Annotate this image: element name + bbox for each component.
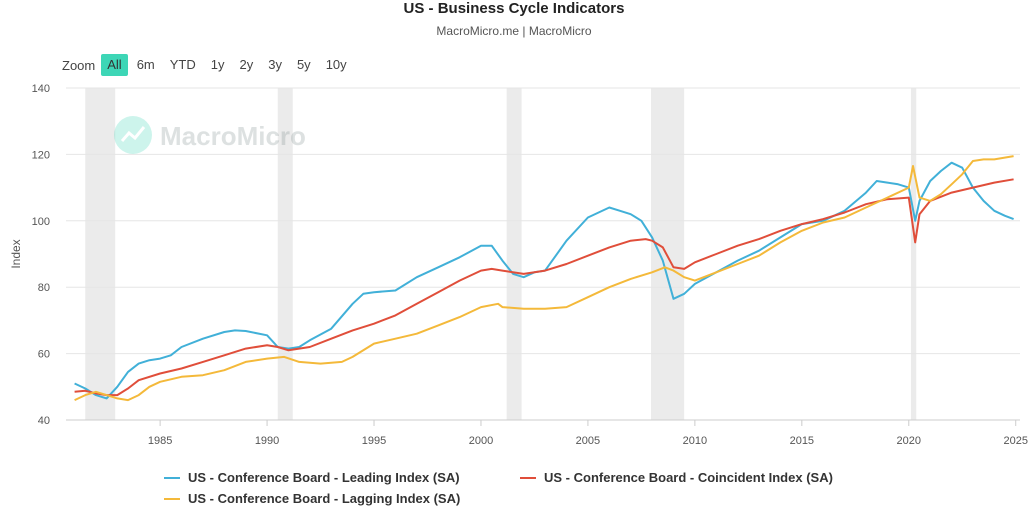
recession-band-1: [277, 88, 293, 420]
recession-band-3: [651, 88, 685, 420]
legend-swatch-leading: [164, 476, 180, 479]
series-line-0[interactable]: [74, 161, 1014, 400]
recession-band-0: [85, 88, 116, 420]
grid-lines: [66, 87, 1020, 421]
watermark-text: MacroMicro: [160, 121, 306, 151]
y-tick-label: 40: [38, 415, 50, 427]
y-tick-label: 140: [32, 83, 50, 95]
y-tick-label: 120: [32, 149, 50, 161]
watermark: MacroMicro: [114, 116, 306, 154]
watermark-logo-stroke: [120, 126, 146, 142]
x-tick-label: 2000: [469, 435, 493, 447]
legend-item-leading[interactable]: US - Conference Board - Leading Index (S…: [164, 470, 460, 485]
zoom-button-1y[interactable]: 1y: [210, 57, 225, 72]
x-tick-label: 1990: [255, 435, 279, 447]
zoom-button-5y[interactable]: 5y: [296, 57, 311, 72]
x-tick-label: 1985: [148, 435, 172, 447]
y-tick-label: 60: [38, 349, 50, 361]
zoom-button-ytd[interactable]: YTD: [169, 57, 196, 72]
watermark-logo-icon: [114, 116, 152, 154]
y-axis-label: Index: [9, 239, 23, 268]
series-line-2[interactable]: [74, 155, 1014, 402]
axes: 40 60 80 100 120 140 1985 1990 1995 2000 2005 2010 2…: [9, 83, 1028, 447]
zoom-button-10y[interactable]: 10y: [325, 57, 347, 72]
zoom-button-2y[interactable]: 2y: [239, 57, 254, 72]
recession-bands: [85, 88, 917, 420]
recession-band-2: [506, 88, 522, 420]
legend-label-leading: US - Conference Board - Leading Index (S…: [188, 470, 460, 485]
y-tick-label: 80: [38, 282, 50, 294]
zoom-bar: Zoom All 6m YTD 1y 2y 3y 5y 10y: [62, 54, 356, 76]
zoom-label: Zoom: [62, 57, 96, 73]
series-line-1[interactable]: [74, 178, 1014, 397]
x-tick-label: 2020: [897, 435, 921, 447]
legend-item-lagging[interactable]: US - Conference Board - Lagging Index (S…: [164, 491, 460, 506]
series-lines: [74, 155, 1014, 402]
recession-band-4: [910, 88, 917, 420]
legend-swatch-coincident: [520, 476, 536, 479]
chart-title: US - Business Cycle Indicators: [403, 0, 625, 17]
legend-label-coincident: US - Conference Board - Coincident Index…: [544, 470, 833, 485]
legend-label-lagging: US - Conference Board - Lagging Index (S…: [188, 491, 461, 506]
zoom-button-all[interactable]: All: [101, 54, 128, 76]
zoom-button-3y[interactable]: 3y: [268, 57, 282, 72]
legend-item-coincident[interactable]: US - Conference Board - Coincident Index…: [520, 470, 833, 485]
legend-swatch-lagging: [164, 497, 180, 500]
chart-subtitle: MacroMicro.me | MacroMicro: [436, 24, 592, 38]
x-tick-label: 2005: [576, 435, 600, 447]
x-tick-label: 2025: [1003, 435, 1027, 447]
x-tick-label: 2015: [790, 435, 814, 447]
y-tick-label: 100: [32, 216, 50, 228]
zoom-button-6m[interactable]: 6m: [136, 57, 155, 72]
x-tick-label: 1995: [362, 435, 386, 447]
x-tick-label: 2010: [683, 435, 707, 447]
